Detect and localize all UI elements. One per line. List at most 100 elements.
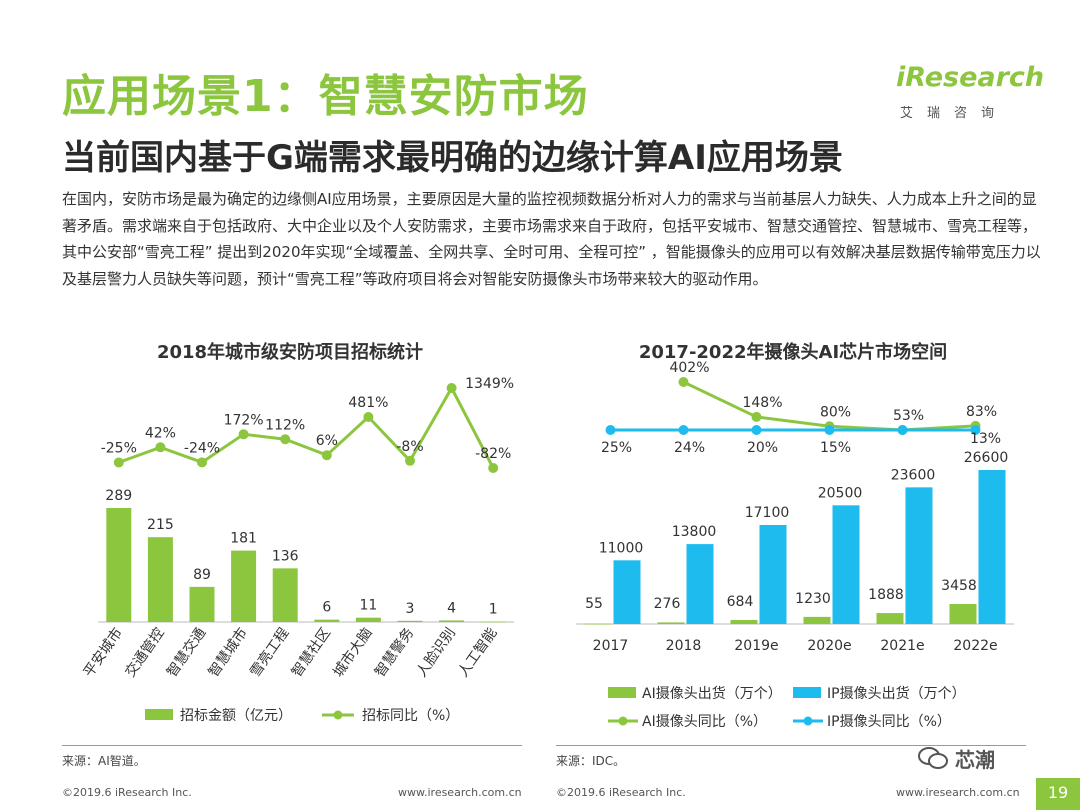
chart2-ip-bar-label: 11000 <box>599 540 644 556</box>
wechat-icon <box>918 747 948 769</box>
chart2-legend-ip-bar-swatch <box>793 687 821 698</box>
chart2-ai-yoy-label: 148% <box>742 395 782 411</box>
chart2-ai-yoy-point <box>678 377 689 387</box>
chart2-ip-yoy-label: 25% <box>601 440 632 456</box>
chart2-ai-bar-label: 1888 <box>868 587 904 603</box>
chart1-bar <box>314 619 340 622</box>
url-left: www.iresearch.com.cn <box>398 786 522 799</box>
chart2-category-label: 2018 <box>666 638 702 654</box>
chart1-bar-label: 89 <box>193 567 211 583</box>
chart1-bar <box>480 621 506 623</box>
page-number: 19 <box>1036 778 1080 810</box>
chart1-legend-line-label: 招标同比（%） <box>362 708 459 724</box>
chart1-yoy-label: -8% <box>396 439 423 455</box>
chart1-yoy-label: 481% <box>348 395 388 411</box>
chart2-ip-bar <box>759 525 787 624</box>
chart1-bar <box>272 568 298 622</box>
chart1-category-label: 人脸识别 <box>414 625 459 680</box>
chart2-ai-yoy-point <box>751 411 762 422</box>
logo-main-text: iResearch <box>896 62 1045 93</box>
chart1-bar <box>397 620 423 622</box>
right-source-note: 来源：IDC。 <box>556 754 626 768</box>
chart2-ip-yoy-point <box>970 425 981 435</box>
chart1-bar-label: 3 <box>406 601 415 617</box>
chart1-yoy-label: 112% <box>265 417 305 433</box>
chart1-yoy-point <box>280 434 291 445</box>
chart2-ip-bar-label: 17100 <box>745 505 790 521</box>
chart2-ip-yoy-label: 24% <box>674 440 705 456</box>
chart2-ip-bar <box>613 560 641 624</box>
watermark-text: 芯潮 <box>955 748 995 772</box>
chart2-ai-bar-label: 55 <box>585 596 603 612</box>
chart1-category-label: 智慧城市 <box>205 625 251 681</box>
chart2-ai-yoy-label: 83% <box>966 404 997 420</box>
chart2-legend-ai-bar-label: AI摄像头出货（万个） <box>642 685 782 702</box>
chart1-bar <box>189 586 215 622</box>
chart2-legend-ai-bar-swatch <box>608 687 636 698</box>
chart2-ai-bar <box>803 616 831 624</box>
chart2-ip-bar <box>686 544 714 624</box>
chart1-title: 2018年城市级安防项目招标统计 <box>157 341 423 363</box>
chart2-ai-yoy-label: 53% <box>893 408 924 424</box>
chart2-ai-bar-label: 684 <box>727 594 754 610</box>
chart2-legend-ip-line-marker <box>803 716 813 726</box>
chart1-category-label: 城市大脑 <box>330 625 376 681</box>
chart1-yoy-label: -24% <box>184 440 220 456</box>
iresearch-logo: iResearch 艾瑞咨询 <box>892 58 1045 124</box>
intro-paragraph: 在国内，安防市场是最为确定的边缘侧AI应用场景，主要原因是大量的监控视频数据分析… <box>62 190 1041 288</box>
chart1-category-label: 智慧社区 <box>289 625 334 680</box>
chart1-bar <box>147 537 173 622</box>
chart2-ip-yoy-label: 20% <box>747 440 778 456</box>
chart1-yoy-point <box>197 457 207 468</box>
chart1-category-label: 雪亮工程 <box>246 625 292 681</box>
left-source-note: 来源：AI智道。 <box>62 754 146 768</box>
chart1-yoy-label: 6% <box>316 433 338 449</box>
chart2-ai-bar-label: 1230 <box>795 591 831 607</box>
url-right: www.iresearch.com.cn <box>896 786 1020 799</box>
chart1-bar-label: 6 <box>322 600 331 616</box>
chart2-ai-yoy-label: 80% <box>820 404 851 420</box>
chart1-yoy-point <box>238 429 249 440</box>
chart1-bar-label: 1 <box>489 602 498 618</box>
chart1-category-label: 交通管控 <box>122 625 168 681</box>
chart2-ai-bar <box>584 623 612 625</box>
chart2-legend-ip-line-label: IP摄像头同比（%） <box>827 714 951 730</box>
wechat-watermark: 芯潮 <box>918 744 995 773</box>
slide-subtitle: 当前国内基于G端需求最明确的边缘计算AI应用场景 <box>62 138 843 178</box>
chart1-category-label: 人工智能 <box>455 625 500 680</box>
chart2-ip-bar <box>978 470 1006 624</box>
chart2-ip-yoy-point <box>605 425 616 435</box>
chart1-yoy-point <box>405 455 415 466</box>
chart2-ai-bar-label: 3458 <box>941 578 977 594</box>
chart2-ip-yoy-point <box>678 425 689 435</box>
chart1-bar-label: 11 <box>359 598 377 614</box>
chart1-bar-label: 4 <box>447 600 456 616</box>
chart2-ai-yoy-label: 402% <box>669 360 709 376</box>
chart1-category-label: 智慧警务 <box>372 625 417 680</box>
slide-title: 应用场景1：智慧安防市场 <box>62 71 589 122</box>
chart2-ai-bar <box>949 603 977 624</box>
logo-sub-text: 艾瑞咨询 <box>900 106 1009 121</box>
chart2-ai-bar <box>876 613 904 624</box>
chart1-bar-label: 215 <box>147 517 174 533</box>
chart2-category-label: 2017 <box>593 638 629 654</box>
chart2-ip-bar <box>905 487 933 624</box>
chart1-yoy-point <box>155 442 166 453</box>
chart1-yoy-point <box>446 383 457 393</box>
chart1-legend-line-marker <box>333 710 343 720</box>
chart2-ip-bar-label: 13800 <box>672 524 717 540</box>
chart2-ai-bar <box>657 622 685 624</box>
chart2-category-label: 2020e <box>807 638 851 654</box>
chart1-bar-label: 289 <box>105 488 132 504</box>
chart2-legend-ai-line-marker <box>618 716 628 726</box>
chart2-ip-yoy-point <box>897 425 908 435</box>
chart2-ai-bar <box>730 620 758 624</box>
bid-statistics-chart: 2018年城市级安防项目招标统计 289 215 89 181 136 6 11 3 4 1 -25%… <box>80 341 514 724</box>
chart2-category-label: 2019e <box>734 638 778 654</box>
chart1-bar <box>106 508 132 622</box>
chart2-ip-bar-label: 23600 <box>891 467 936 483</box>
chart1-yoy-line <box>118 384 495 469</box>
chart2-ip-yoy-label: 15% <box>820 440 851 456</box>
chart2-category-label: 2022e <box>953 638 997 654</box>
chart1-bar <box>355 617 381 622</box>
